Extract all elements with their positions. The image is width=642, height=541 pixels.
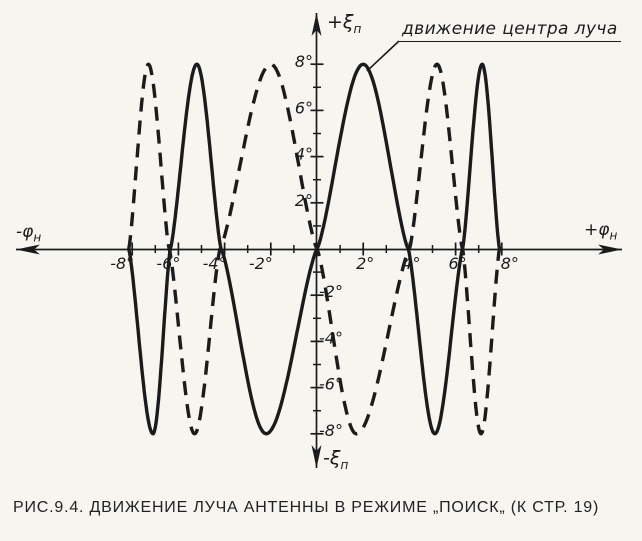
dashed-curve	[127, 62, 502, 436]
figure-caption: РИС.9.4. ДВИЖЕНИЕ ЛУЧА АНТЕННЫ В РЕЖИМЕ …	[13, 499, 600, 516]
y-tick-label: -2°	[319, 282, 343, 301]
x-axis-negative-label: -φн	[16, 222, 41, 244]
x-axis-negative-label-main: -φ	[16, 222, 34, 242]
y-axis-positive-label-main: +ξ	[327, 11, 354, 33]
y-axis-arrow-bottom	[311, 445, 322, 468]
x-axis-positive-label: +φн	[584, 220, 617, 242]
x-axis-positive-label-main: +φ	[584, 220, 610, 240]
y-tick-label: 6°	[295, 98, 313, 117]
x-axis-arrow-right	[598, 244, 622, 255]
y-tick-label: -8°	[319, 421, 343, 440]
x-axis-arrow-left	[16, 244, 40, 255]
y-axis-negative-label-main: -ξ	[323, 447, 341, 469]
beam-center-annotation: движение центра луча	[399, 19, 621, 42]
y-tick-label: -6°	[319, 375, 343, 394]
x-axis-positive-label-sub: н	[609, 228, 618, 243]
y-tick-label: 4°	[295, 145, 313, 164]
beam-center-annotation-text: движение центра луча	[402, 19, 618, 39]
x-tick-label: 2°	[356, 254, 374, 273]
y-axis-negative-label: -ξп	[323, 447, 348, 472]
x-axis-negative-label-sub: н	[33, 230, 42, 245]
y-tick-label: -4°	[319, 328, 343, 347]
y-axis-positive-label-sub: п	[353, 21, 362, 36]
x-tick-label: -2°	[249, 254, 273, 273]
y-axis-positive-label: +ξп	[327, 11, 361, 36]
x-tick-label: 8°	[501, 254, 519, 273]
annotation-leader-line	[366, 40, 400, 72]
y-axis-negative-label-sub: п	[340, 457, 349, 472]
x-tick-label: -8°	[110, 254, 134, 273]
x-tick-label: -4°	[203, 254, 227, 273]
y-tick-label: 8°	[295, 52, 313, 71]
y-axis-arrow-top	[311, 13, 322, 36]
